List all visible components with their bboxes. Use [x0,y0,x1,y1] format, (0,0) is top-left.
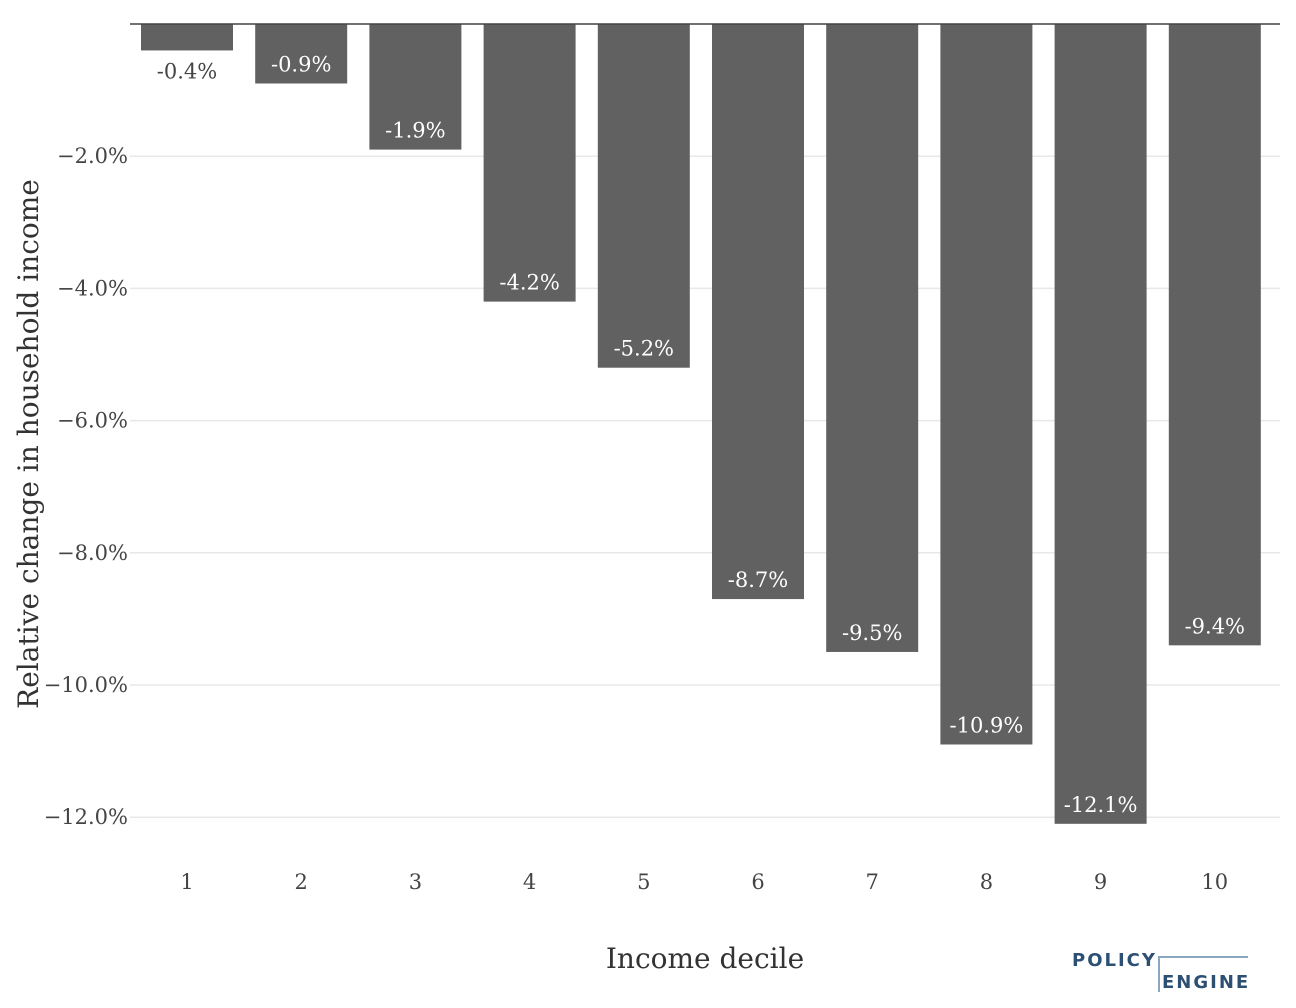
bar-decile-8 [940,24,1033,745]
x-tick-label: 4 [523,870,536,894]
x-tick-label: 8 [980,870,993,894]
bar-decile-1 [141,24,233,51]
y-tick-label: −10.0% [44,673,128,697]
bar-decile-7 [826,24,919,652]
bar-data-label: -8.7% [728,568,788,592]
x-tick-label: 3 [409,870,422,894]
bar-decile-5 [597,24,690,368]
bar-data-label: -0.9% [271,52,331,76]
x-tick-label: 1 [180,870,193,894]
bar-decile-9 [1054,24,1147,824]
x-tick-label: 5 [637,870,650,894]
x-tick-label: 7 [866,870,879,894]
y-tick-label: −2.0% [57,144,128,168]
logo-word-policy: POLICY [1072,950,1157,971]
y-tick-label: −4.0% [57,276,128,300]
logo-divider-horizontal [1158,956,1248,958]
policyengine-logo: POLICY ENGINE [1072,950,1252,996]
bar-data-label: -12.1% [1064,793,1138,817]
bar-decile-10 [1168,24,1261,646]
x-tick-label: 2 [295,870,308,894]
y-tick-labels: −2.0% −4.0% −6.0% −8.0% −10.0% −12.0% [44,144,128,829]
bar-data-label: -0.4% [157,59,217,83]
bar-data-label: -10.9% [949,713,1023,737]
y-axis-title: Relative change in household income [12,179,45,709]
bar-decile-3 [369,24,462,150]
x-tick-label: 6 [751,870,764,894]
bar-decile-4 [483,24,576,302]
bar-decile-6 [712,24,804,600]
y-tick-label: −12.0% [44,805,128,829]
bar-data-label: -4.2% [499,271,559,295]
x-tick-labels: 1 2 3 4 5 6 7 8 9 10 [180,870,1228,894]
bar-data-label: -1.9% [385,119,445,143]
bars [141,24,1261,824]
x-axis-title: Income decile [606,942,804,975]
logo-word-engine: ENGINE [1162,972,1251,993]
bar-decile-2 [255,24,348,84]
bar-data-label: -5.2% [614,337,674,361]
x-tick-label: 10 [1201,870,1228,894]
y-tick-label: −6.0% [57,409,128,433]
logo-divider-vertical [1158,956,1160,992]
bar-data-label: -9.4% [1185,614,1245,638]
bar-data-labels: -0.4% -0.9% -1.9% -4.2% -5.2% -8.7% -9.5% -10.9… [157,52,1245,816]
bar-data-label: -9.5% [842,621,902,645]
x-tick-label: 9 [1094,870,1107,894]
y-tick-label: −8.0% [57,541,128,565]
